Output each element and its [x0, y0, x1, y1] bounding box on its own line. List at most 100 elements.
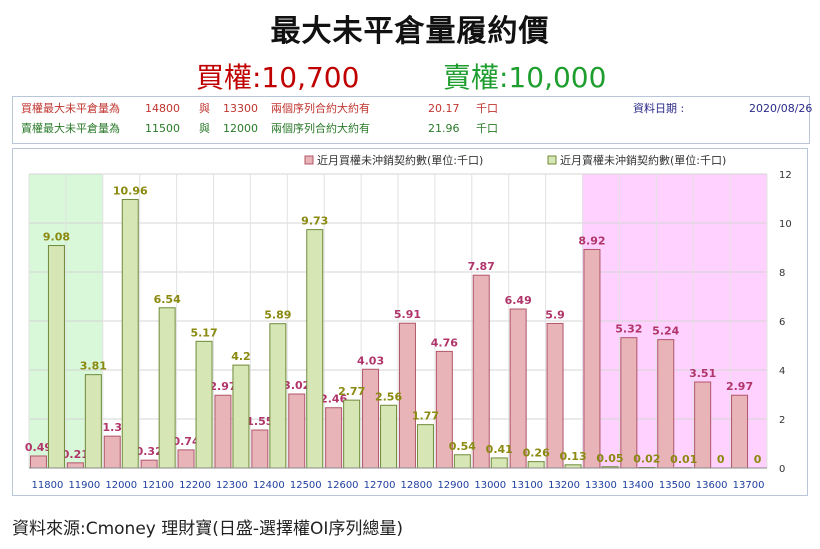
call-value-label-12100: 0.32: [136, 445, 163, 458]
put-value-label-13000: 0.41: [486, 443, 513, 456]
x-tick-label-13100: 13100: [511, 480, 543, 491]
call-bar-11900: [66, 462, 84, 469]
x-tick-label-12600: 12600: [327, 480, 359, 491]
put-bar-13100: [527, 461, 545, 469]
put-value-label-12300: 4.2: [231, 350, 251, 363]
call-value-label-12600: 2.46: [320, 393, 347, 406]
call-info-amount: 20.17: [428, 102, 460, 115]
put-bar-12500: [306, 229, 324, 469]
put-info-strike2: 12000: [223, 122, 258, 135]
call-value-label-11900: 0.21: [62, 448, 89, 461]
call-value-label-13700: 2.97: [726, 380, 753, 393]
call-value-label-13000: 7.87: [468, 260, 495, 273]
put-bar-11800: [47, 245, 65, 469]
call-value-label-12200: 0.74: [172, 435, 199, 448]
put-value-label-13200: 0.13: [559, 450, 586, 463]
x-tick-label-11800: 11800: [32, 480, 64, 491]
put-info-strike1: 11500: [145, 122, 180, 135]
x-tick-label-13400: 13400: [622, 480, 654, 491]
put-info-unit: 千口: [476, 122, 498, 135]
call-bar-12700: [362, 368, 380, 469]
call-bar-12300: [214, 394, 232, 469]
put-info-desc: 兩個序列合約大約有: [271, 122, 370, 135]
x-tick-label-12800: 12800: [401, 480, 433, 491]
x-tick-label-12200: 12200: [179, 480, 211, 491]
date-value: 2020/08/26: [749, 102, 813, 115]
put-value-label-11900: 3.81: [80, 360, 107, 373]
call-info-label: 買權最大未平倉量為: [21, 102, 120, 115]
put-value-label-12400: 5.89: [264, 309, 291, 322]
put-value-label-12100: 6.54: [154, 293, 181, 306]
info-panel: 買權最大未平倉量為 14800 與 13300 兩個序列合約大約有 20.17 …: [12, 96, 813, 144]
call-value-label-12000: 1.3: [103, 421, 123, 434]
put-value-label-13600: 0: [717, 453, 725, 466]
call-value-label-12300: 2.97: [209, 380, 236, 393]
y-tick-label: 0: [779, 464, 785, 475]
call-bar-13700: [731, 394, 749, 469]
x-tick-label-11900: 11900: [68, 480, 100, 491]
call-bar-13400: [620, 337, 638, 469]
put-info-amount: 21.96: [428, 122, 460, 135]
call-max-strike: 買權:10,700: [196, 61, 360, 94]
call-bar-12500: [288, 393, 306, 469]
data-source: 資料來源:Cmoney 理財寶(日盛-選擇權OI序列總量): [12, 519, 404, 539]
call-value-label-11800: 0.49: [25, 441, 52, 454]
call-value-label-12700: 4.03: [357, 354, 384, 367]
put-value-label-13300: 0.05: [596, 452, 623, 465]
y-tick-label: 8: [779, 268, 785, 279]
call-value-label-12800: 5.91: [394, 308, 421, 321]
put-value-label-12800: 1.77: [412, 410, 439, 423]
legend-label-0: 近月買權未沖銷契約數(單位:千口): [317, 153, 483, 167]
call-bar-12000: [103, 435, 121, 469]
y-tick-label: 10: [779, 219, 792, 230]
x-tick-label-12500: 12500: [290, 480, 322, 491]
call-value-label-13500: 5.24: [652, 325, 679, 338]
put-value-label-13100: 0.26: [523, 447, 550, 460]
legend-swatch-0: [304, 155, 314, 165]
y-tick-label: 2: [779, 415, 785, 426]
put-bar-12000: [121, 198, 139, 469]
call-bar-12400: [251, 429, 269, 469]
call-value-label-13400: 5.32: [615, 323, 642, 336]
call-value-label-13100: 6.49: [505, 294, 532, 307]
legend-swatch-1: [547, 155, 557, 165]
put-value-label-12500: 9.73: [301, 215, 328, 228]
call-bar-12600: [325, 407, 343, 469]
put-bar-12100: [158, 307, 176, 469]
x-tick-label-13500: 13500: [659, 480, 691, 491]
put-value-label-12200: 5.17: [190, 326, 217, 339]
call-value-label-12500: 3.02: [283, 379, 310, 392]
call-value-label-13600: 3.51: [689, 367, 716, 380]
put-value-label-12900: 0.54: [449, 440, 476, 453]
page-title: 最大未平倉量履約價: [270, 14, 550, 49]
call-bar-12100: [140, 459, 158, 469]
call-info-unit: 千口: [476, 102, 498, 115]
call-bar-12200: [177, 449, 195, 469]
x-tick-label-13600: 13600: [696, 480, 728, 491]
legend-label-1: 近月賣權未沖銷契約數(單位:千口): [560, 153, 726, 167]
y-tick-label: 4: [779, 366, 785, 377]
oi-chart: 0 2 4 6 8 10 12 0.49 0.21 1.3 0.32 0.74 2.97 1.55 3.02…: [12, 148, 808, 496]
put-info-label: 賣權最大未平倉量為: [21, 122, 120, 135]
x-tick-label-12900: 12900: [437, 480, 469, 491]
call-bar-11800: [29, 455, 47, 469]
put-bar-12800: [416, 424, 434, 469]
call-value-label-13200: 5.9: [545, 308, 565, 321]
put-value-label-13700: 0: [754, 453, 762, 466]
oi-chart-svg: 0 2 4 6 8 10 12 0.49 0.21 1.3 0.32 0.74 2.97 1.55 3.02…: [25, 153, 792, 491]
x-tick-label-13200: 13200: [548, 480, 580, 491]
x-tick-label-12300: 12300: [216, 480, 248, 491]
put-value-label-13500: 0.01: [670, 453, 697, 466]
put-bar-12700: [380, 404, 398, 469]
put-bar-12600: [343, 399, 361, 469]
put-value-label-13400: 0.02: [633, 453, 660, 466]
x-tick-label-13000: 13000: [474, 480, 506, 491]
call-info-strike1: 14800: [145, 102, 180, 115]
x-tick-label-13700: 13700: [733, 480, 765, 491]
call-info-desc: 兩個序列合約大約有: [271, 102, 370, 115]
call-info-strike2: 13300: [223, 102, 258, 115]
date-label: 資料日期 :: [633, 102, 685, 115]
put-bar-12900: [453, 454, 471, 469]
x-tick-label-12000: 12000: [105, 480, 137, 491]
put-bar-12300: [232, 364, 250, 469]
